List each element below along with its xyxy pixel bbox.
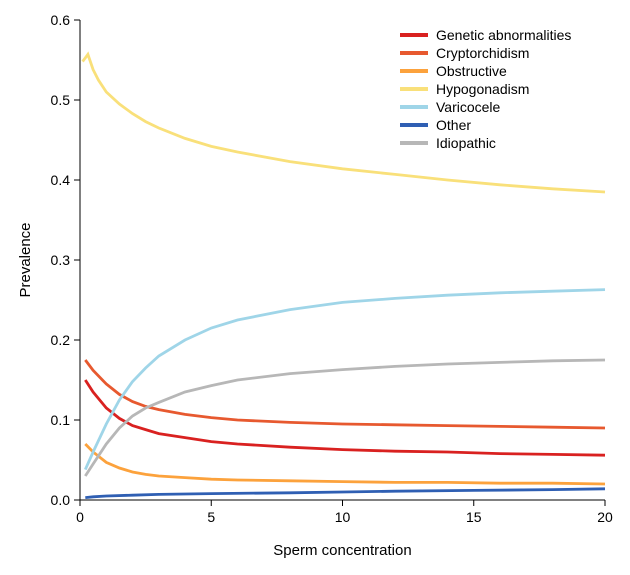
x-tick-label: 0 [76, 509, 84, 525]
legend-label: Varicocele [436, 99, 501, 115]
y-tick-label: 0.6 [51, 12, 71, 28]
y-tick-label: 0.5 [51, 92, 71, 108]
legend-label: Idiopathic [436, 135, 496, 151]
y-tick-label: 0.2 [51, 332, 71, 348]
y-tick-label: 0.3 [51, 252, 71, 268]
x-axis-label: Sperm concentration [273, 542, 411, 559]
y-tick-label: 0.4 [51, 172, 71, 188]
legend-label: Other [436, 117, 471, 133]
y-tick-label: 0.1 [51, 412, 71, 428]
x-tick-label: 20 [597, 509, 613, 525]
legend-label: Genetic abnormalities [436, 27, 571, 43]
x-tick-label: 15 [466, 509, 482, 525]
series-other [85, 489, 605, 498]
x-tick-label: 10 [335, 509, 351, 525]
series-idiopathic [85, 360, 605, 476]
chart-svg: 0 5 10 15 20 Sperm concentration 0.0 0.1 0.2 0.3 0… [0, 0, 630, 575]
y-tick-label: 0.0 [51, 492, 71, 508]
x-tick-label: 5 [207, 509, 215, 525]
prevalence-line-chart: 0 5 10 15 20 Sperm concentration 0.0 0.1 0.2 0.3 0… [0, 0, 630, 575]
legend-label: Hypogonadism [436, 81, 529, 97]
series-varicocele [85, 290, 605, 470]
legend-label: Cryptorchidism [436, 45, 529, 61]
series-genetic-abnormalities [85, 380, 605, 455]
y-axis-label: Prevalence [17, 222, 34, 297]
series-hypogonadism [83, 54, 605, 192]
legend-label: Obstructive [436, 63, 507, 79]
